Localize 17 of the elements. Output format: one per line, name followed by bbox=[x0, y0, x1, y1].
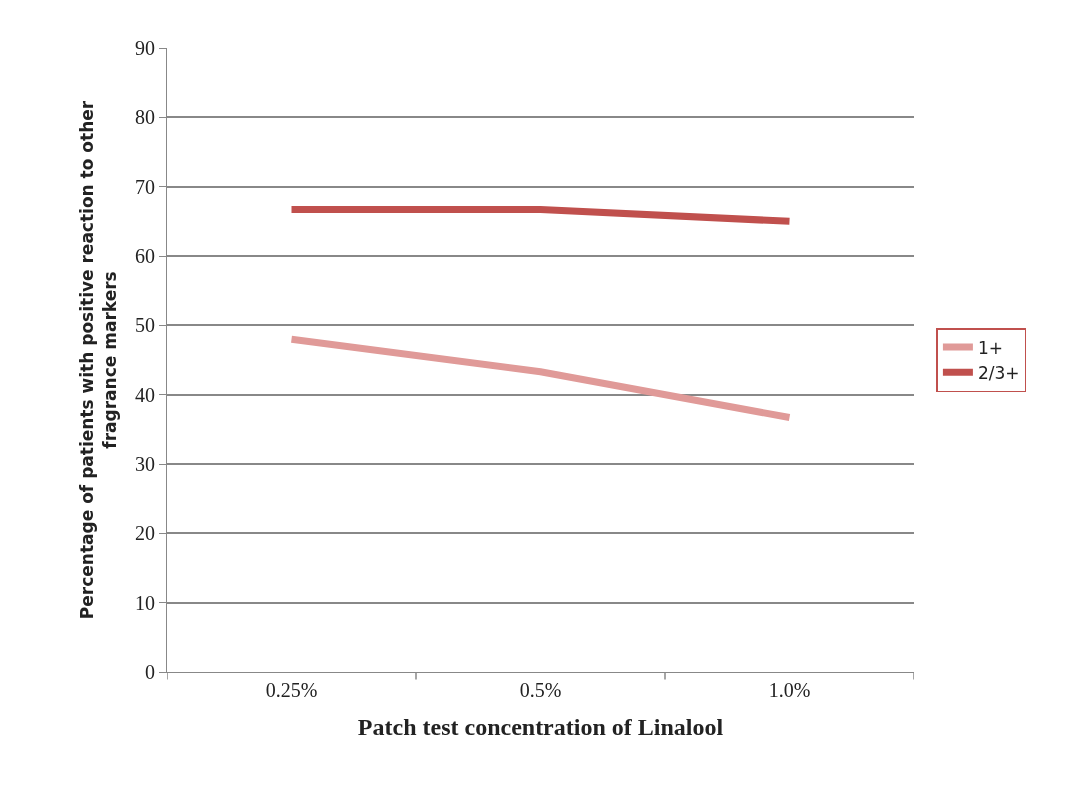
y-tick-label: 80 bbox=[135, 106, 155, 129]
y-tick-label: 50 bbox=[135, 314, 155, 337]
y-tick-label: 40 bbox=[135, 383, 155, 406]
x-tick-label: 0.25% bbox=[265, 679, 318, 701]
y-tick-label: 70 bbox=[135, 175, 155, 198]
x-axis-title: Patch test concentration of Linalool bbox=[357, 714, 724, 741]
legend-label: 1+ bbox=[977, 337, 1003, 358]
x-tick-label: 1.0% bbox=[768, 679, 811, 701]
legend-label: 2/3+ bbox=[977, 362, 1020, 383]
y-tick-label: 90 bbox=[135, 37, 155, 59]
y-axis-title: Percentage of patients with positive reaction to other fragrance markers bbox=[77, 100, 120, 620]
y-tick-label: 0 bbox=[145, 661, 155, 683]
y-tick-label: 10 bbox=[135, 591, 155, 614]
x-tick-label: 0.5% bbox=[519, 679, 562, 701]
y-tick-label: 60 bbox=[135, 245, 155, 267]
y-tick-label: 30 bbox=[135, 453, 155, 475]
y-tick-label: 20 bbox=[135, 522, 155, 545]
